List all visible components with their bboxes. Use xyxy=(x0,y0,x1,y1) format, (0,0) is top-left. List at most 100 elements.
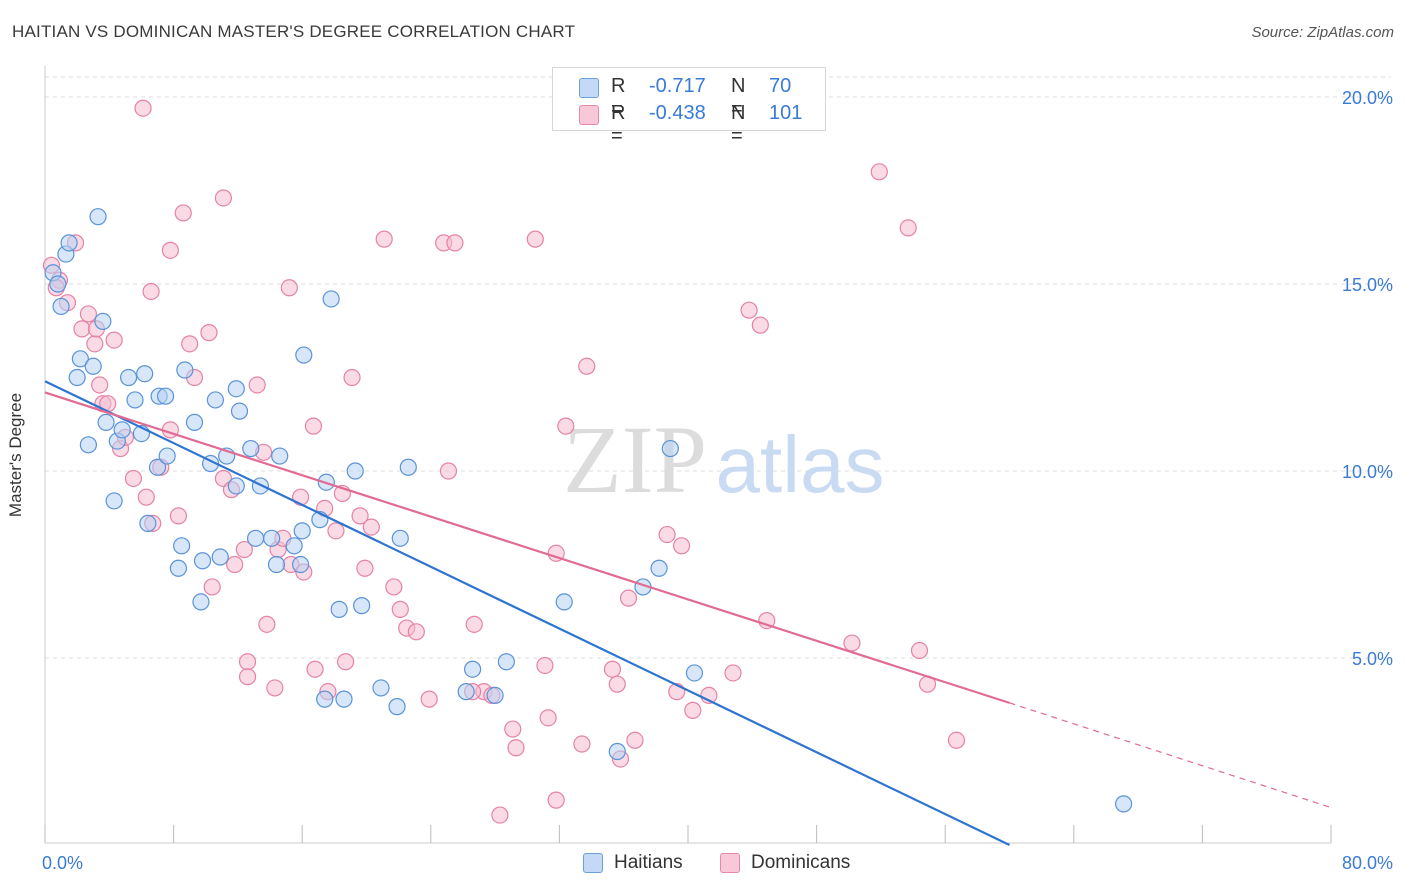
dominicans-point xyxy=(870,163,888,181)
dominicans-point xyxy=(91,376,109,394)
y-tick-label: 15.0% xyxy=(1342,275,1393,295)
haitians-point xyxy=(84,357,102,375)
dominicans-point xyxy=(507,739,525,757)
dominicans-point xyxy=(539,709,557,727)
haitians-point xyxy=(113,421,131,439)
dominicans-point xyxy=(291,488,310,506)
haitians-point xyxy=(335,690,353,708)
dominicans-point xyxy=(626,731,644,749)
haitians-point xyxy=(71,350,89,368)
haitians-point xyxy=(136,365,154,383)
n-value: 101 xyxy=(769,102,803,124)
dominicans-point xyxy=(134,99,152,117)
gridlines xyxy=(45,76,1391,659)
haitians-point xyxy=(119,368,138,387)
dominicans-swatch xyxy=(579,105,599,125)
haitians-point xyxy=(463,660,482,678)
dominicans-point xyxy=(684,701,702,719)
haitians-point xyxy=(1115,795,1133,813)
haitians-point xyxy=(158,447,176,465)
dominicans-point xyxy=(327,522,345,540)
haitians-point xyxy=(227,380,245,398)
dominicans-point xyxy=(375,230,393,248)
dominicans-point xyxy=(385,578,403,596)
dominicans-point xyxy=(910,641,929,660)
r-label: R = xyxy=(611,102,626,147)
dominicans-trendline xyxy=(44,391,1010,704)
dominicans-point xyxy=(337,653,355,671)
axes xyxy=(44,66,1332,844)
dominicans-point xyxy=(578,357,596,375)
haitians-point xyxy=(388,698,406,716)
dominicans-point xyxy=(124,469,143,488)
haitians-point xyxy=(173,537,191,555)
haitians-point xyxy=(89,208,107,226)
dominicans-point xyxy=(526,230,544,248)
dominicans-point xyxy=(266,679,284,697)
haitians-point xyxy=(316,690,334,708)
dominicans-point xyxy=(608,675,626,693)
dominicans-point xyxy=(248,376,266,394)
dominicans-point xyxy=(306,660,324,678)
haitians-point xyxy=(457,683,475,701)
haitians-point xyxy=(206,391,224,409)
dominicans-point xyxy=(238,668,257,686)
haitians-point xyxy=(185,413,204,431)
haitians-point xyxy=(211,548,229,566)
dominicans-point xyxy=(214,189,233,207)
dominicans-point xyxy=(343,368,361,387)
haitians-point xyxy=(263,529,281,547)
dominicans-trendline-extension xyxy=(1009,702,1332,809)
haitians-point xyxy=(49,275,67,293)
dominicans-point xyxy=(547,791,565,809)
haitians-point xyxy=(295,346,313,364)
dominicans-point xyxy=(658,525,676,544)
haitians-point xyxy=(246,529,265,547)
haitians-point xyxy=(555,593,573,611)
regression-lines xyxy=(44,380,1332,846)
haitians-point xyxy=(242,439,260,458)
y-tick-label: 20.0% xyxy=(1342,88,1393,108)
dominicans-legend-label: Dominicans xyxy=(751,852,851,873)
dominicans-point xyxy=(280,279,298,297)
dominicans-point xyxy=(181,335,199,353)
y-axis-label: Master's Degree xyxy=(6,392,25,518)
n-label: N = xyxy=(731,75,746,120)
haitians-point xyxy=(148,458,167,476)
haitians-point xyxy=(285,537,303,555)
dominicans-point xyxy=(105,331,123,349)
haitians-point xyxy=(230,402,249,420)
haitians-point xyxy=(68,368,86,387)
y-tick-label: 5.0% xyxy=(1352,649,1393,669)
tick-labels: 5.0% 10.0% 15.0% 20.0% 0.0% 80.0% xyxy=(42,88,1393,873)
haitians-point xyxy=(227,477,245,495)
r-label: R = xyxy=(611,75,626,120)
dominicans-point xyxy=(504,720,522,738)
haitians-point xyxy=(497,653,515,671)
dominicans-point xyxy=(446,234,464,252)
haitians-point xyxy=(661,439,679,458)
correlation-legend: R = -0.717 N = 70 R = -0.438 N = 101 xyxy=(552,67,826,147)
haitians-point xyxy=(169,559,188,577)
haitians-point xyxy=(52,297,70,316)
dominicans-point xyxy=(439,462,458,480)
dominicans-point xyxy=(573,735,591,753)
haitians-point xyxy=(60,234,78,252)
dominicans-point xyxy=(226,555,244,574)
dominicans-point xyxy=(391,600,409,618)
r-value: -0.438 xyxy=(649,102,706,124)
chart-title: HAITIAN VS DOMINICAN MASTER'S DEGREE COR… xyxy=(12,22,576,41)
haitians-point xyxy=(353,597,371,615)
x-tick-label: 0.0% xyxy=(42,853,83,873)
dominicans-point xyxy=(200,324,218,342)
haitians-point xyxy=(322,290,340,308)
haitians-point xyxy=(271,447,289,465)
watermark-zip: ZIP xyxy=(563,406,707,513)
dominicans-point xyxy=(238,653,257,671)
haitians-point xyxy=(608,742,626,761)
haitians-swatch xyxy=(579,78,599,98)
dominicans-point xyxy=(203,578,221,596)
dominicans-point xyxy=(947,731,966,749)
y-tick-label: 10.0% xyxy=(1342,462,1393,482)
